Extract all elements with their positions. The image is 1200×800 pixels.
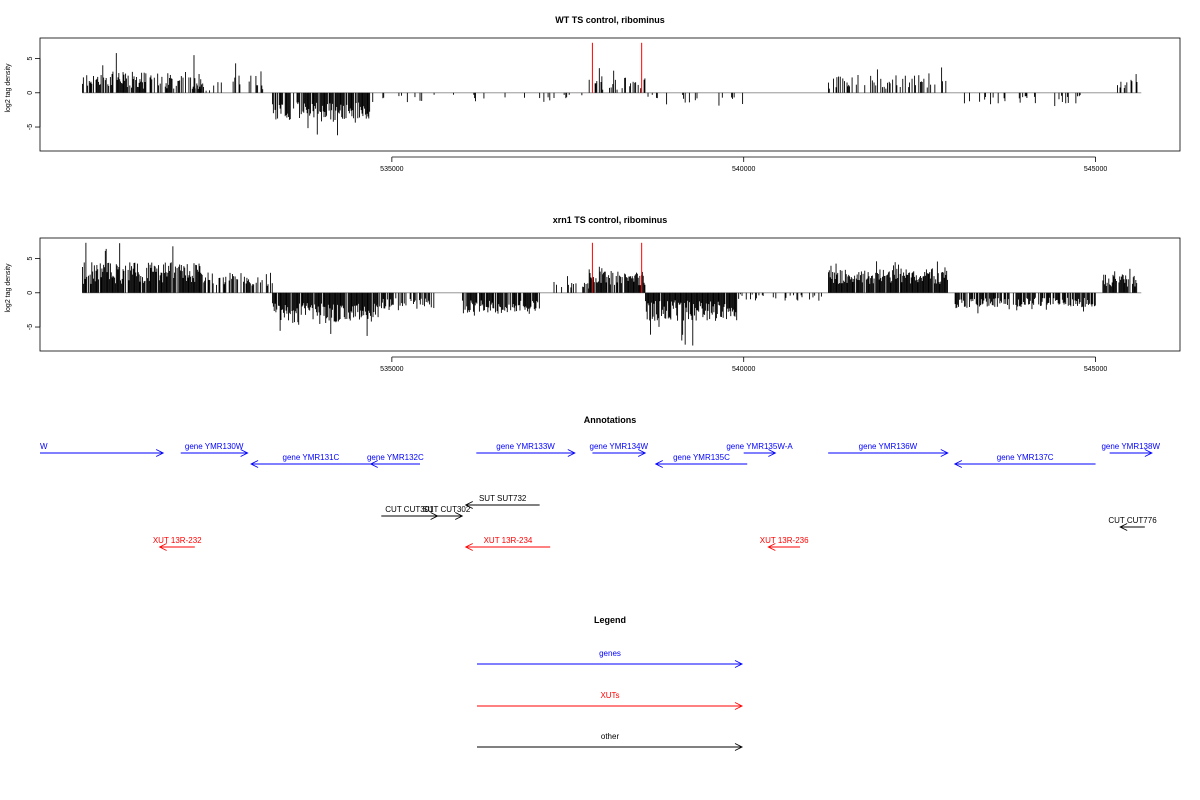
- x-tick-label: 540000: [732, 366, 755, 373]
- x-tick-label: 545000: [1084, 366, 1107, 373]
- y-tick-label: 0: [27, 91, 34, 95]
- annotation-label: gene YMR134W: [590, 442, 649, 451]
- annotation-feature: gene YMR137C: [953, 453, 1096, 468]
- xrn1-y-axis: 5 0 -5: [27, 256, 41, 330]
- xrn1-red-markers: [591, 242, 643, 293]
- annotation-feature: XUT 13R-234: [464, 536, 551, 551]
- x-tick-label: 540000: [732, 166, 755, 173]
- annotation-feature: gene YMR133W: [476, 442, 576, 457]
- annotation-feature: gene YMR135W-A: [726, 442, 793, 457]
- y-tick-label: -5: [27, 124, 34, 130]
- annotation-feature: XUT 13R-232: [153, 536, 202, 551]
- annotation-arrow-arrowhead: [369, 460, 378, 468]
- annotation-label: gene YMR138W: [1101, 442, 1160, 451]
- wt-plot-frame: [39, 37, 1181, 152]
- annotation-feature: XUT 13R-236: [760, 536, 809, 551]
- legend-title: Legend: [594, 615, 626, 625]
- y-tick-label: 5: [27, 56, 34, 60]
- annotation-arrow-arrowhead: [455, 512, 464, 520]
- annotation-label: CUT CUT776: [1108, 516, 1157, 525]
- wt-coverage-bars: [82, 53, 1138, 136]
- annotation-label: gene YMR131C: [283, 453, 340, 462]
- wt-y-axis-label: log2 tag density: [5, 63, 12, 113]
- annotation-arrow-arrowhead: [654, 460, 663, 468]
- annotation-feature: gene YMR131C: [250, 453, 371, 468]
- annotation-label: SUT CUT302: [422, 505, 470, 514]
- annotation-arrow-arrowhead: [158, 543, 167, 551]
- legend-label: other: [601, 732, 620, 741]
- legend-arrow-arrowhead: [734, 702, 744, 710]
- legend-arrow-arrowhead: [734, 743, 744, 751]
- annotation-arrow-arrowhead: [940, 449, 949, 457]
- annotation-arrow-arrowhead: [953, 460, 963, 468]
- wt-x-axis: 535000 540000 545000: [380, 156, 1107, 173]
- xrn1-panel-title: xrn1 TS control, ribominus: [553, 215, 668, 225]
- xrn1-x-axis: 535000 540000 545000: [380, 356, 1107, 373]
- y-tick-label: 5: [27, 256, 34, 260]
- legend-label: genes: [599, 649, 621, 658]
- annotation-label: gene YMR136W: [859, 442, 918, 451]
- legend-items: genes XUTs other: [477, 649, 744, 751]
- legend-arrow-arrowhead: [734, 660, 744, 668]
- annotation-feature: CUT CUT776: [1108, 516, 1157, 531]
- xrn1-coverage-panel: xrn1 TS control, ribominus log2 tag dens…: [5, 215, 1181, 373]
- legend-item: genes: [477, 649, 744, 668]
- xrn1-coverage-bars: [82, 242, 1138, 346]
- annotation-feature: gene YMR132C: [367, 453, 424, 468]
- xrn1-y-axis-label: log2 tag density: [5, 263, 12, 313]
- x-tick-label: 535000: [380, 166, 403, 173]
- annotation-label: gene YMR133W: [496, 442, 555, 451]
- y-tick-label: -5: [27, 324, 34, 330]
- legend: Legend genes XUTs other: [477, 615, 744, 751]
- annotation-label: gene YMR135W-A: [726, 442, 793, 451]
- annotation-feature: SUT CUT302: [422, 505, 471, 520]
- wt-y-axis: 5 0 -5: [27, 56, 41, 130]
- wt-red-markers: [591, 42, 643, 93]
- annotation-label: XUT 13R-236: [760, 536, 809, 545]
- annotation-arrow-arrowhead: [250, 460, 259, 468]
- annotation-feature: gene YMR136W: [828, 442, 949, 457]
- annotation-label: gene YMR137C: [997, 453, 1054, 462]
- legend-item: other: [477, 732, 744, 751]
- legend-item: XUTs: [477, 691, 744, 710]
- annotation-arrow-arrowhead: [1144, 449, 1153, 457]
- annotation-arrow-arrowhead: [240, 449, 249, 457]
- annotation-feature: gene YMR135C: [654, 453, 748, 468]
- annotation-feature: gene YMR134W: [590, 442, 649, 457]
- annotation-label: W: [40, 442, 48, 451]
- x-tick-label: 545000: [1084, 166, 1107, 173]
- wt-coverage-panel: WT TS control, ribominus log2 tag densit…: [5, 15, 1181, 173]
- annotation-arrow-arrowhead: [768, 449, 777, 457]
- annotation-label: SUT SUT732: [479, 494, 527, 503]
- annotation-label: XUT 13R-234: [484, 536, 533, 545]
- legend-label: XUTs: [600, 691, 619, 700]
- annotation-arrow-arrowhead: [155, 449, 165, 457]
- annotation-feature: gene YMR130W: [180, 442, 249, 457]
- annotation-label: gene YMR132C: [367, 453, 424, 462]
- xrn1-plot-frame: [39, 237, 1181, 352]
- x-tick-label: 535000: [380, 366, 403, 373]
- annotation-arrow-arrowhead: [1119, 523, 1128, 531]
- annotation-arrow-arrowhead: [567, 449, 576, 457]
- annotation-label: XUT 13R-232: [153, 536, 202, 545]
- annotation-label: gene YMR135C: [673, 453, 730, 462]
- y-tick-label: 0: [27, 291, 34, 295]
- annotation-feature: gene YMR138W: [1101, 442, 1160, 457]
- annotation-arrow-arrowhead: [637, 449, 647, 457]
- annotation-arrow-arrowhead: [767, 543, 776, 551]
- annotation-label: CUT CUT301: [385, 505, 434, 514]
- annotations-title: Annotations: [584, 415, 637, 425]
- annotation-arrow-arrowhead: [464, 501, 473, 509]
- wt-panel-title: WT TS control, ribominus: [555, 15, 665, 25]
- annotation-arrow-arrowhead: [464, 543, 473, 551]
- annotation-label: gene YMR130W: [185, 442, 244, 451]
- annotation-feature: W: [40, 442, 165, 457]
- annotation-feature: SUT SUT732: [464, 494, 540, 509]
